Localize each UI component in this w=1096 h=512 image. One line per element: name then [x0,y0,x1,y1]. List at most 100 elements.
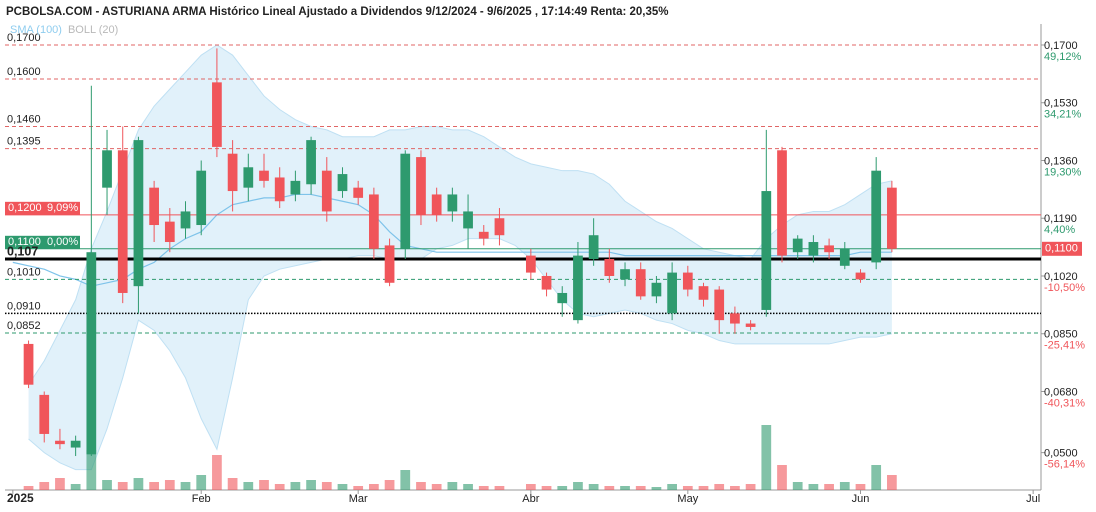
candle-body [353,187,364,198]
candle-body [337,174,348,192]
candle-body [745,323,756,327]
volume-bar [227,478,238,490]
volume-bar [463,484,473,490]
candle-body [23,343,34,385]
candle-body [525,255,536,273]
volume-bar [447,482,458,490]
level-tag: 9,09% [47,202,78,214]
level-tag-box [5,201,80,215]
candle-body [117,150,128,293]
candle-body [777,150,787,256]
level-label: 0,1100 [8,236,41,248]
candle-body [384,245,395,283]
chart-title: PCBOLSA.COM - ASTURIANA ARMA Histórico L… [6,6,669,18]
candle-body [133,140,144,287]
volume-bar [384,480,395,490]
candle-body [698,286,709,300]
candle-body [635,269,646,297]
candle-body [196,170,207,226]
volume-bar [777,465,787,490]
legend-entry: SMA (100) [10,24,62,36]
candle-body [55,440,65,445]
volume-bar [698,486,709,490]
x-tick-label: May [677,493,698,505]
volume-bar [431,484,442,490]
candle-body [651,282,662,297]
volume-bar [745,484,756,490]
volume-bar [761,425,772,490]
volume-bar [887,475,897,490]
volume-bar [494,486,505,490]
candle-body [102,150,112,188]
candle-body [494,218,505,236]
candle-body [39,394,50,434]
volume-bar [588,484,599,490]
candle-body [369,194,379,249]
volume-bar [102,480,112,490]
y-tick-note: -56,14% [1044,459,1085,471]
level-label: 0,1600 [7,66,41,78]
volume-bar [871,465,882,490]
candle-body [227,153,238,192]
y-tick-label: 0,0850 [1044,329,1078,341]
volume-bar [714,484,725,490]
level-label: 0,0852 [7,320,41,332]
y-tick-label: 0,1530 [1044,98,1078,110]
candle-body [321,170,332,212]
volume-bar [839,482,850,490]
volume-bar [855,484,866,490]
volume-bar [212,455,222,490]
level-label: 0,107 [7,244,38,258]
candle-body [86,252,97,455]
volume-bar [39,482,50,490]
level-label: 0,1700 [7,32,41,44]
candle-body [588,235,599,259]
y-tick-label: 0,1190 [1044,213,1077,225]
candle-body [149,187,159,226]
volume-bar [573,482,583,490]
candle-body [306,140,316,185]
candle-body [478,231,489,239]
volume-bar [541,486,552,490]
candle-body [855,272,866,280]
candle-body [243,167,254,188]
volume-bar [635,486,646,490]
volume-bar [557,486,568,490]
volume-bar [70,484,81,490]
volume-bar [353,486,364,490]
volume-bar [337,484,348,490]
volume-bar [620,486,630,490]
volume-bar [196,475,207,490]
volume-bar [604,486,615,490]
candle-body [541,275,552,290]
candle-body [604,259,615,276]
candle-body [180,211,191,229]
bollinger-lower [28,238,892,471]
candle-body [839,248,850,266]
candle-body [730,313,740,324]
candle-body [447,194,458,212]
volume-bar [243,482,254,490]
last-price-label: 0,1100 [1045,243,1078,255]
volume-bar [400,470,411,490]
candle-body [871,170,882,263]
y-tick-label: 0,1360 [1044,155,1078,167]
x-tick-label: Feb [192,493,211,505]
volume-bar [478,486,489,490]
volume-bar [525,484,536,490]
candle-body [573,255,583,321]
volume-bar [321,482,332,490]
x-tick-label: Mar [349,493,368,505]
level-label: 0,1010 [7,266,41,278]
candle-body [70,440,81,448]
volume-bar [259,480,269,490]
y-tick-note: -25,41% [1044,340,1085,352]
x-tick-label: Jun [852,493,870,505]
candle-body [463,211,473,229]
y-tick-note: 19,30% [1044,166,1082,178]
volume-bar [682,486,693,490]
candle-body [416,157,426,215]
y-tick-label: 0,1700 [1044,40,1078,52]
y-tick-note: -10,50% [1044,282,1085,294]
